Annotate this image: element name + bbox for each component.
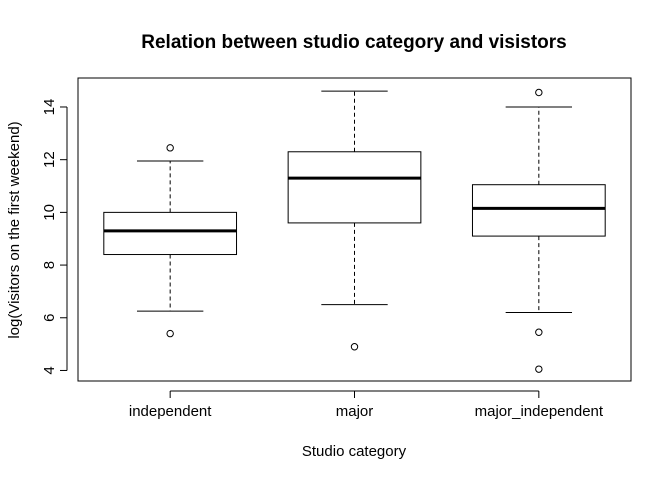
outlier-point xyxy=(535,328,543,336)
box-group-major xyxy=(287,90,422,351)
box-group-independent xyxy=(103,144,238,338)
x-tick-label: major_independent xyxy=(475,403,604,420)
plot-frame xyxy=(77,77,632,382)
outlier-point xyxy=(350,343,359,351)
y-axis-label: log(Visitors on the first weekend) xyxy=(6,121,23,338)
outlier-point xyxy=(166,144,174,152)
iqr-box xyxy=(471,184,606,237)
y-tick-label: 14 xyxy=(41,99,58,116)
y-tick-label: 4 xyxy=(41,366,58,374)
chart-title: Relation between studio category and vis… xyxy=(141,32,567,53)
outlier-point xyxy=(166,329,174,338)
x-axis: independent major major_independent xyxy=(129,390,604,420)
outlier-point xyxy=(535,88,543,97)
x-tick-label: independent xyxy=(129,403,212,420)
y-tick-label: 10 xyxy=(41,204,58,221)
iqr-box xyxy=(287,151,422,224)
y-tick-label: 12 xyxy=(41,151,58,168)
outlier-point xyxy=(535,365,543,373)
box-group-major_independent xyxy=(471,88,606,373)
y-axis: 4 6 8 10 12 14 xyxy=(41,99,68,375)
x-tick-label: major xyxy=(336,403,374,420)
y-tick-label: 8 xyxy=(41,261,58,269)
x-axis-label: Studio category xyxy=(302,443,407,460)
boxes-layer xyxy=(103,88,606,373)
y-tick-label: 6 xyxy=(41,314,58,322)
iqr-box xyxy=(103,211,238,256)
